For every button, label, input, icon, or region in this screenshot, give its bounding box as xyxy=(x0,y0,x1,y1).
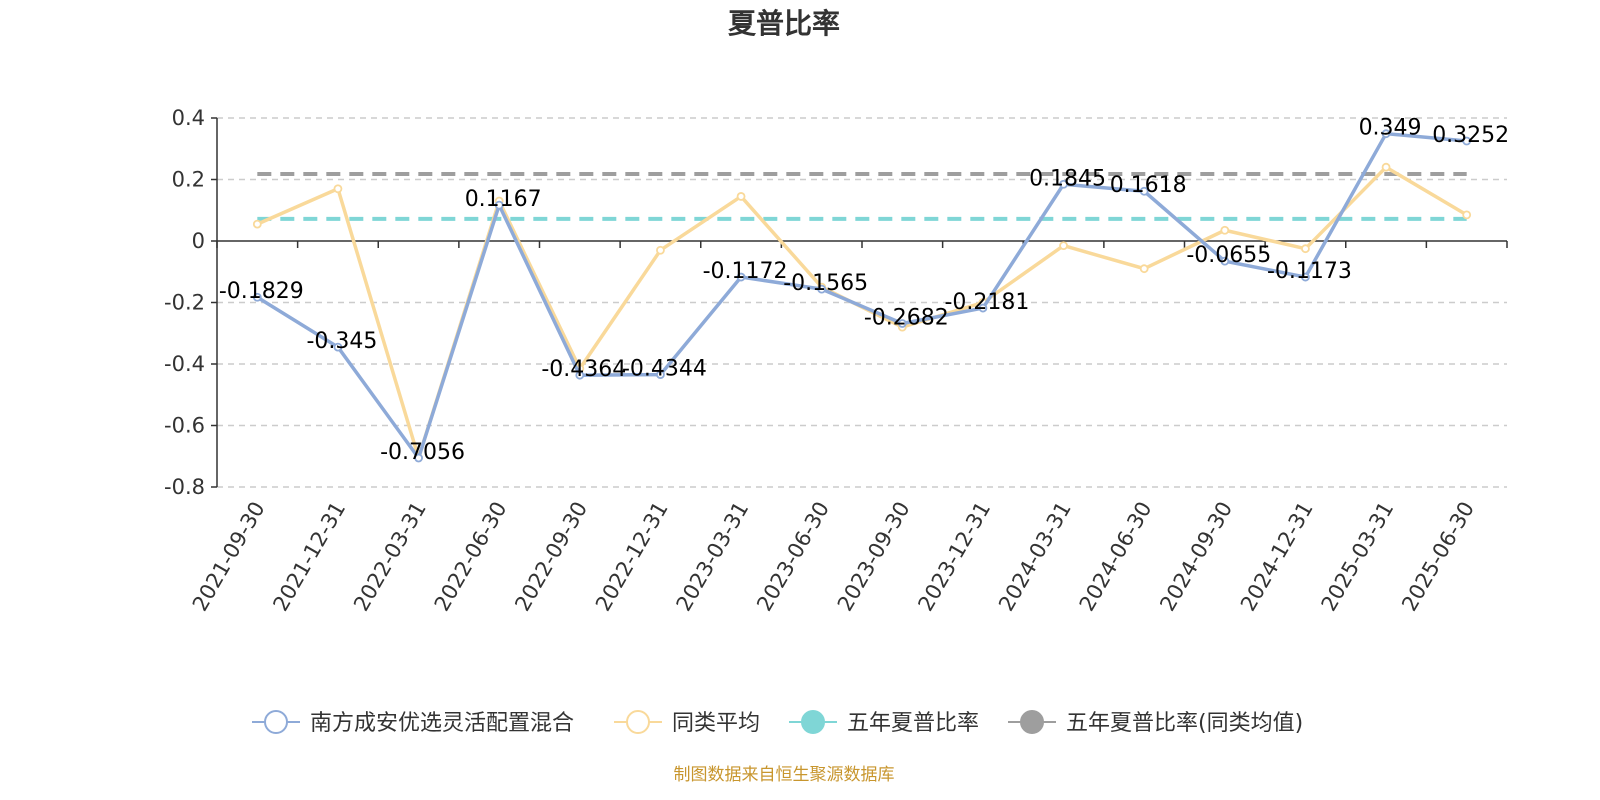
reference-lines xyxy=(257,171,1467,221)
x-tick-label: 2025-06-30 xyxy=(1397,498,1479,616)
x-tick-label: 2024-12-31 xyxy=(1236,498,1318,616)
fund-series-line xyxy=(256,131,1467,460)
x-tick-label: 2021-09-30 xyxy=(188,498,270,616)
data-label: -0.2181 xyxy=(944,290,1029,315)
legend-item-five-year-peer-sharpe[interactable]: 五年夏普比率(同类均值) xyxy=(1008,710,1303,736)
chart-title: 夏普比率 xyxy=(728,7,840,40)
peer-data-point[interactable] xyxy=(1139,264,1149,274)
data-label: -0.1172 xyxy=(703,259,788,284)
fund-data-point[interactable] xyxy=(978,303,988,313)
fund-data-point[interactable] xyxy=(1462,136,1472,146)
data-label: -0.1829 xyxy=(219,279,304,304)
x-tick-label: 2023-03-31 xyxy=(672,498,754,616)
data-label: 0.349 xyxy=(1359,116,1422,141)
fund-data-point[interactable] xyxy=(414,453,423,463)
legend-label: 五年夏普比率 xyxy=(847,711,979,736)
legend-item-five-year-sharpe[interactable]: 五年夏普比率 xyxy=(789,710,979,736)
x-tick-label: 2025-03-31 xyxy=(1317,498,1399,616)
x-tick-label: 2022-03-31 xyxy=(349,498,431,616)
data-label: -0.1565 xyxy=(783,271,868,296)
x-tick-label: 2022-09-30 xyxy=(510,498,592,616)
data-label: -0.4344 xyxy=(622,357,707,382)
fund-data-point[interactable] xyxy=(494,200,504,210)
peer-data-point[interactable] xyxy=(1381,162,1391,172)
y-tick-label: 0.2 xyxy=(172,168,205,192)
data-label: -0.4364 xyxy=(541,357,626,382)
data-label: -0.1173 xyxy=(1267,259,1352,284)
y-tick-label: 0.4 xyxy=(172,106,205,130)
fund-data-point[interactable] xyxy=(817,284,827,294)
data-label: 0.1845 xyxy=(1029,166,1106,191)
legend-label: 五年夏普比率(同类均值) xyxy=(1066,711,1303,736)
y-tick-label: -0.2 xyxy=(164,291,205,315)
peer-data-point[interactable] xyxy=(1462,210,1472,220)
fund-data-point[interactable] xyxy=(897,319,907,328)
peer-data-point[interactable] xyxy=(1301,244,1310,254)
y-tick-label: 0 xyxy=(192,229,205,253)
fund-data-point[interactable] xyxy=(1220,256,1230,266)
fund-data-point[interactable] xyxy=(736,272,746,282)
legend-label: 同类平均 xyxy=(672,711,760,736)
legend-swatch-marker xyxy=(264,710,288,734)
data-labels: -0.1829-0.345 -0.7056 0.1167 -0.4364-0.4344… xyxy=(219,116,1509,465)
x-axis: 2021-09-302021-12-312022-03-312022-06-30… xyxy=(188,240,1508,616)
data-label: 0.1618 xyxy=(1110,173,1187,198)
data-label: -0.2682 xyxy=(864,305,949,330)
peer-data-point[interactable] xyxy=(1220,225,1230,235)
data-label: -0.7056 xyxy=(380,440,465,465)
y-axis: 0.4 0.2 0 -0.2 -0.4 -0.6 -0.8 xyxy=(164,106,218,499)
fund-data-point[interactable] xyxy=(656,370,665,379)
legend-swatch-marker xyxy=(1020,710,1044,734)
x-tick-label: 2021-12-31 xyxy=(268,498,350,616)
fund-data-point[interactable] xyxy=(1059,179,1068,189)
data-label: 0.1167 xyxy=(465,187,542,212)
series-lines xyxy=(252,129,1472,463)
x-tick-label: 2022-12-31 xyxy=(591,498,673,616)
y-tick-label: -0.4 xyxy=(164,352,205,376)
x-tick-label: 2023-06-30 xyxy=(752,498,834,616)
x-tick-label: 2023-12-31 xyxy=(913,498,995,616)
x-tick-label: 2023-09-30 xyxy=(833,498,915,616)
peer-data-point[interactable] xyxy=(656,245,665,255)
legend[interactable]: 南方成安优选灵活配置混合 同类平均 五年夏普比率 五年夏普比率(同类均值) xyxy=(252,710,1303,736)
data-label: 0.3252 xyxy=(1432,123,1509,148)
fund-data-point[interactable] xyxy=(1301,272,1310,282)
x-tick-label: 2024-03-31 xyxy=(994,498,1076,616)
legend-swatch-marker xyxy=(801,710,825,734)
peer-data-point[interactable] xyxy=(333,184,343,194)
data-label: -0.345 xyxy=(306,329,377,354)
y-tick-label: -0.8 xyxy=(164,475,205,499)
fund-data-point[interactable] xyxy=(575,370,585,380)
legend-label: 南方成安优选灵活配置混合 xyxy=(310,711,574,736)
fund-data-point[interactable] xyxy=(252,292,262,302)
legend-item-peer-average[interactable]: 同类平均 xyxy=(614,710,760,736)
data-label: -0.0655 xyxy=(1186,243,1271,268)
source-note: 制图数据来自恒生聚源数据库 xyxy=(674,765,895,785)
peer-data-point[interactable] xyxy=(736,192,746,201)
peer-data-point[interactable] xyxy=(1059,241,1068,251)
peer-average-line xyxy=(256,165,1468,460)
y-tick-label: -0.6 xyxy=(164,414,205,438)
fund-data-point[interactable] xyxy=(333,342,343,352)
legend-item-fund[interactable]: 南方成安优选灵活配置混合 xyxy=(252,710,574,736)
legend-swatch-marker xyxy=(626,710,650,734)
peer-data-point[interactable] xyxy=(252,219,262,229)
grid-lines xyxy=(217,117,1507,488)
fund-data-point[interactable] xyxy=(1381,129,1391,139)
x-tick-label: 2024-09-30 xyxy=(1155,498,1237,616)
fund-data-point[interactable] xyxy=(1139,186,1149,196)
x-tick-label: 2022-06-30 xyxy=(430,498,512,616)
x-tick-label: 2024-06-30 xyxy=(1075,498,1157,616)
